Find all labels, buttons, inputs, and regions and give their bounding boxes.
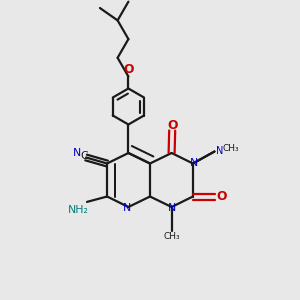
Text: N: N	[167, 203, 176, 213]
Text: N: N	[216, 146, 224, 156]
Text: O: O	[123, 63, 134, 76]
Text: O: O	[216, 190, 227, 203]
Text: C: C	[81, 151, 88, 161]
Text: N: N	[73, 148, 81, 158]
Text: CH₃: CH₃	[223, 144, 239, 153]
Text: NH₂: NH₂	[68, 205, 89, 215]
Text: O: O	[167, 118, 178, 132]
Text: CH₃: CH₃	[163, 232, 180, 241]
Text: N: N	[123, 203, 132, 213]
Text: N: N	[190, 158, 198, 168]
